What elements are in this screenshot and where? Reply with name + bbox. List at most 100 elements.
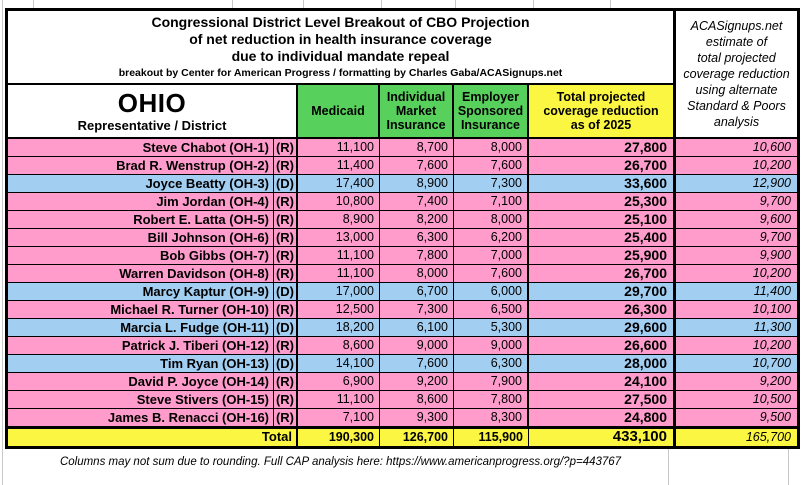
medicaid-value: 11,400 xyxy=(298,157,380,175)
district-row: Joyce Beatty (OH-3) (D) 17,400 8,900 7,300 33… xyxy=(8,175,673,193)
district-row: David P. Joyce (OH-14) (R) 6,900 9,200 7,900… xyxy=(8,373,673,391)
total-projected-value: 27,500 xyxy=(529,391,673,409)
employer-sponsored-value: 8,000 xyxy=(454,211,529,229)
medicaid-value: 12,500 xyxy=(298,301,380,319)
sp-estimate-value: 9,900 xyxy=(676,247,797,265)
sp-estimate-value: 10,200 xyxy=(676,337,797,355)
district-row: Bill Johnson (OH-6) (R) 13,000 6,300 6,200 25… xyxy=(8,229,673,247)
party-label: (R) xyxy=(274,373,298,391)
district-row: Brad R. Wenstrup (OH-2) (R) 11,400 7,600 7,6… xyxy=(8,157,673,175)
footer-note: Columns may not sum due to rounding. Ful… xyxy=(59,456,622,468)
medicaid-value: 11,100 xyxy=(298,391,380,409)
district-row: Robert E. Latta (OH-5) (R) 8,900 8,200 8,000… xyxy=(8,211,673,229)
district-row: Bob Gibbs (OH-7) (R) 11,100 7,800 7,000 25,90… xyxy=(8,247,673,265)
representative-name: Steve Chabot (OH-1) xyxy=(8,139,274,157)
party-label: (R) xyxy=(274,409,298,427)
party-label: (R) xyxy=(274,247,298,265)
sp-estimate-values: 10,600 10,200 12,900 9,700 9,600 9,700 9,900 10… xyxy=(676,139,797,427)
sp-estimate-value: 10,700 xyxy=(676,355,797,373)
district-row: Warren Davidson (OH-8) (R) 11,100 8,000 7,60… xyxy=(8,265,673,283)
main-table: Congressional District Level Breakout of… xyxy=(5,8,676,449)
party-label: (R) xyxy=(274,157,298,175)
individual-market-value: 7,800 xyxy=(380,247,454,265)
party-label: (R) xyxy=(274,211,298,229)
party-label: (D) xyxy=(274,319,298,337)
medicaid-column-header: Medicaid xyxy=(298,85,380,139)
sp-estimate-total: 165,700 xyxy=(676,427,797,446)
total-projected-value: 24,800 xyxy=(529,409,673,427)
medicaid-value: 7,100 xyxy=(298,409,380,427)
sp-estimate-value: 9,700 xyxy=(676,193,797,211)
district-row: Jim Jordan (OH-4) (R) 10,800 7,400 7,100 25,3… xyxy=(8,193,673,211)
individual-market-value: 8,000 xyxy=(380,265,454,283)
representative-name: David P. Joyce (OH-14) xyxy=(8,373,274,391)
total-projected-value: 33,600 xyxy=(529,175,673,193)
title-line-2: of net reduction in health insurance cov… xyxy=(189,31,492,47)
representative-name: Marcy Kaptur (OH-9) xyxy=(8,283,274,301)
individual-market-value: 7,300 xyxy=(380,301,454,319)
total-projected-column-header: Total projected coverage reduction as of… xyxy=(529,85,673,139)
representative-name: Brad R. Wenstrup (OH-2) xyxy=(8,157,274,175)
employer-sponsored-value: 7,100 xyxy=(454,193,529,211)
representative-name: Tim Ryan (OH-13) xyxy=(8,355,274,373)
individual-market-value: 6,100 xyxy=(380,319,454,337)
medicaid-value: 14,100 xyxy=(298,355,380,373)
individual-market-value: 8,600 xyxy=(380,391,454,409)
representative-name: Joyce Beatty (OH-3) xyxy=(8,175,274,193)
sheet-gridline xyxy=(668,449,669,485)
district-row: James B. Renacci (OH-16) (R) 7,100 9,300 8,3… xyxy=(8,409,673,427)
party-label: (R) xyxy=(274,337,298,355)
sp-estimate-column: ACASignups.net estimate of total project… xyxy=(676,8,800,449)
sheet-gridline xyxy=(2,0,3,485)
district-row: Patrick J. Tiberi (OH-12) (R) 8,600 9,000 9,… xyxy=(8,337,673,355)
sheet-gridline xyxy=(455,0,456,8)
medicaid-value: 8,600 xyxy=(298,337,380,355)
medicaid-value: 6,900 xyxy=(298,373,380,391)
district-row: Marcia L. Fudge (OH-11) (D) 18,200 6,100 5,3… xyxy=(8,319,673,337)
party-label: (R) xyxy=(274,301,298,319)
individual-market-value: 6,300 xyxy=(380,229,454,247)
employer-sponsored-column-header: Employer Sponsored Insurance xyxy=(454,85,529,139)
employer-sponsored-value: 8,300 xyxy=(454,409,529,427)
medicaid-value: 13,000 xyxy=(298,229,380,247)
sheet-gridline xyxy=(33,0,34,8)
sp-estimate-value: 10,600 xyxy=(676,139,797,157)
sheet-gridline xyxy=(788,449,789,485)
district-row: Michael R. Turner (OH-10) (R) 12,500 7,300 6… xyxy=(8,301,673,319)
employer-sponsored-value: 7,900 xyxy=(454,373,529,391)
employer-sponsored-value: 7,300 xyxy=(454,175,529,193)
title-byline: breakout by Center for American Progress… xyxy=(118,67,563,79)
district-row: Marcy Kaptur (OH-9) (D) 17,000 6,700 6,000 29… xyxy=(8,283,673,301)
sp-estimate-value: 10,200 xyxy=(676,157,797,175)
coverage-reduction-table: Congressional District Level Breakout of… xyxy=(5,8,800,449)
total-medicaid-value: 190,300 xyxy=(298,427,380,446)
total-projected-value: 26,600 xyxy=(529,337,673,355)
medicaid-value: 17,000 xyxy=(298,283,380,301)
medicaid-value: 11,100 xyxy=(298,247,380,265)
medicaid-value: 11,100 xyxy=(298,139,380,157)
representative-name: Marcia L. Fudge (OH-11) xyxy=(8,319,274,337)
employer-sponsored-value: 6,500 xyxy=(454,301,529,319)
sp-estimate-value: 9,200 xyxy=(676,373,797,391)
employer-sponsored-value: 6,300 xyxy=(454,355,529,373)
total-projected-value: 26,700 xyxy=(529,265,673,283)
sp-estimate-value: 9,500 xyxy=(676,409,797,427)
medicaid-value: 18,200 xyxy=(298,319,380,337)
total-projected-value: 24,100 xyxy=(529,373,673,391)
employer-sponsored-value: 5,300 xyxy=(454,319,529,337)
total-row: Total 190,300 126,700 115,900 433,100 xyxy=(8,427,673,446)
sp-estimate-note: ACASignups.net estimate of total project… xyxy=(676,11,797,139)
individual-market-value: 7,600 xyxy=(380,355,454,373)
representative-name: James B. Renacci (OH-16) xyxy=(8,409,274,427)
individual-market-value: 9,300 xyxy=(380,409,454,427)
medicaid-value: 11,100 xyxy=(298,265,380,283)
representative-name: Steve Stivers (OH-15) xyxy=(8,391,274,409)
individual-market-value: 9,000 xyxy=(380,337,454,355)
sp-estimate-value: 12,900 xyxy=(676,175,797,193)
representative-name: Robert E. Latta (OH-5) xyxy=(8,211,274,229)
sheet-gridline xyxy=(533,0,534,8)
district-rows: Steve Chabot (OH-1) (R) 11,100 8,700 8,000 27… xyxy=(8,139,673,427)
medicaid-value: 8,900 xyxy=(298,211,380,229)
representative-name: Bill Johnson (OH-6) xyxy=(8,229,274,247)
employer-sponsored-value: 7,800 xyxy=(454,391,529,409)
